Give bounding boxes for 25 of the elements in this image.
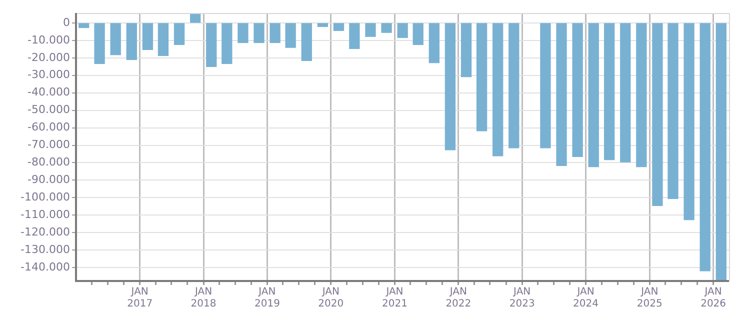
x-tick-label: JAN 2022	[446, 286, 472, 310]
x-tick-label: JAN 2023	[509, 286, 535, 310]
y-tick-label: -50.000	[28, 103, 70, 116]
x-tick-label: JAN 2020	[318, 286, 344, 310]
y-tick-label: -130.000	[20, 242, 70, 256]
x-tick-label: JAN 2019	[254, 286, 280, 310]
y-tick-label: -140.000	[20, 260, 70, 274]
y-tick-label: -70.000	[28, 138, 70, 152]
y-tick-label: -60.000	[28, 120, 70, 134]
x-tick-label: JAN 2021	[382, 286, 408, 310]
x-tick-label: JAN 2017	[127, 286, 153, 310]
y-tick-label: -100.000	[20, 190, 70, 204]
y-tick-label: -30.000	[28, 68, 70, 82]
x-tick-label: JAN 2026	[700, 286, 726, 310]
y-tick-label: -90.000	[28, 173, 70, 186]
x-tick-label: JAN 2025	[636, 286, 662, 310]
y-tick-label: -40.000	[28, 86, 70, 99]
y-tick-label: -120.000	[20, 225, 70, 238]
y-tick-label: -80.000	[28, 156, 70, 169]
y-tick-label: -110.000	[20, 208, 70, 221]
y-tick-label: 0	[63, 16, 70, 29]
x-tick-label: JAN 2024	[573, 286, 598, 310]
y-tick-label: -10.000	[28, 33, 70, 46]
x-tick-label: JAN 2018	[190, 286, 216, 310]
y-tick-label: -20.000	[28, 50, 70, 64]
